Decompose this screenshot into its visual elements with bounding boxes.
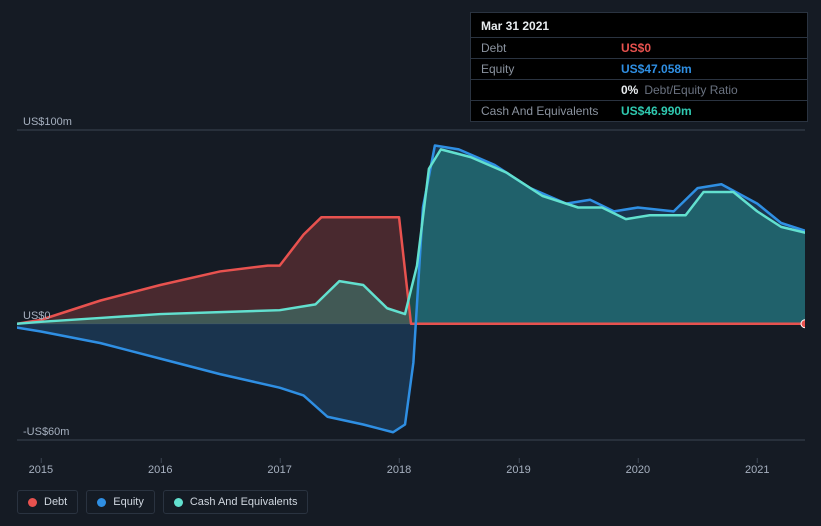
x-axis-label: 2017 — [267, 464, 291, 476]
legend-item[interactable]: Equity — [86, 490, 155, 514]
x-axis-label: 2019 — [506, 464, 530, 476]
tooltip-label: Debt — [481, 41, 621, 55]
tooltip-row: 0% Debt/Equity Ratio — [471, 80, 807, 101]
tooltip-row: DebtUS$0 — [471, 38, 807, 59]
x-axis-label: 2015 — [29, 464, 53, 476]
x-axis-label: 2020 — [626, 464, 650, 476]
tooltip-label — [481, 83, 621, 97]
legend: Debt Equity Cash And Equivalents — [17, 490, 308, 514]
legend-label: Equity — [113, 496, 144, 508]
tooltip-extra: Debt/Equity Ratio — [644, 83, 737, 97]
tooltip-row: Cash And EquivalentsUS$46.990m — [471, 101, 807, 121]
debt-equity-chart: US$100mUS$0-US$60m — [17, 120, 805, 460]
hover-tooltip: Mar 31 2021 DebtUS$0EquityUS$47.058m0%De… — [470, 12, 808, 122]
tooltip-value: 0% — [621, 83, 638, 97]
tooltip-label: Cash And Equivalents — [481, 104, 621, 118]
legend-swatch — [174, 498, 183, 507]
y-axis-label: US$0 — [23, 310, 25, 322]
tooltip-value: US$46.990m — [621, 104, 692, 118]
tooltip-label: Equity — [481, 62, 621, 76]
legend-label: Debt — [44, 496, 67, 508]
legend-item[interactable]: Cash And Equivalents — [163, 490, 309, 514]
chart-svg — [17, 120, 805, 450]
tooltip-value: US$0 — [621, 41, 651, 55]
y-axis-label: US$100m — [23, 116, 25, 128]
legend-swatch — [97, 498, 106, 507]
legend-swatch — [28, 498, 37, 507]
tooltip-value: US$47.058m — [621, 62, 692, 76]
tooltip-date: Mar 31 2021 — [471, 13, 807, 38]
tooltip-row: EquityUS$47.058m — [471, 59, 807, 80]
x-axis-label: 2016 — [148, 464, 172, 476]
y-axis-label: -US$60m — [23, 426, 25, 438]
legend-label: Cash And Equivalents — [190, 496, 298, 508]
legend-item[interactable]: Debt — [17, 490, 78, 514]
x-axis-label: 2018 — [387, 464, 411, 476]
x-axis: 2015 2016 2017 2018 2019 2020 2021 — [17, 460, 805, 480]
x-axis-label: 2021 — [745, 464, 769, 476]
